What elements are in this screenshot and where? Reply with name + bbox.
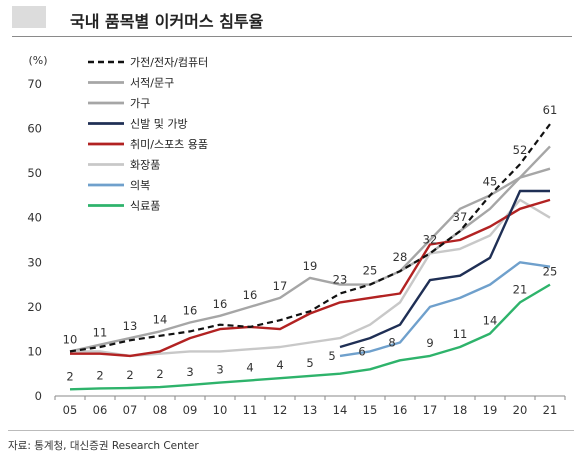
legend-label: 취미/스포츠 용품 bbox=[130, 138, 208, 151]
series-line-4 bbox=[70, 198, 551, 358]
data-label: 2 bbox=[126, 368, 133, 382]
data-label: 16 bbox=[183, 303, 198, 317]
data-label: 14 bbox=[483, 314, 498, 328]
data-label: 10 bbox=[63, 332, 78, 346]
data-label: 16 bbox=[243, 288, 258, 302]
data-label: 2 bbox=[156, 367, 163, 381]
x-tick-label: 07 bbox=[123, 403, 138, 417]
data-label: 19 bbox=[303, 259, 318, 273]
data-label: 4 bbox=[276, 358, 283, 372]
legend-label: 서적/문구 bbox=[130, 77, 174, 90]
data-label: 4 bbox=[246, 360, 253, 374]
data-label: 37 bbox=[453, 210, 468, 224]
data-label: 23 bbox=[333, 272, 348, 286]
x-tick-label: 12 bbox=[273, 403, 288, 417]
legend-label: 식료품 bbox=[130, 200, 160, 213]
data-label: 11 bbox=[93, 326, 108, 340]
x-tick-label: 15 bbox=[363, 403, 378, 417]
data-label: 28 bbox=[393, 250, 408, 264]
title-decoration bbox=[12, 6, 46, 28]
x-tick-label: 13 bbox=[303, 403, 318, 417]
data-label: 3 bbox=[216, 363, 223, 377]
data-label: 3 bbox=[186, 365, 193, 379]
series-line-3 bbox=[339, 189, 550, 349]
data-label: 8 bbox=[388, 336, 395, 350]
data-label: 5 bbox=[328, 349, 335, 363]
series-line-5 bbox=[70, 198, 551, 358]
series-line-6 bbox=[339, 261, 551, 358]
data-label: 13 bbox=[123, 319, 138, 333]
data-label: 6 bbox=[358, 344, 365, 358]
data-label: 17 bbox=[273, 279, 288, 293]
x-tick-label: 19 bbox=[483, 403, 498, 417]
data-label: 2 bbox=[66, 369, 73, 383]
x-tick-label: 17 bbox=[423, 403, 438, 417]
data-label: 2 bbox=[96, 368, 103, 382]
x-tick-label: 11 bbox=[243, 403, 258, 417]
x-tick-label: 21 bbox=[543, 403, 558, 417]
x-tick-label: 14 bbox=[333, 403, 348, 417]
data-label: 5 bbox=[306, 356, 313, 370]
y-axis-unit-label: (%) bbox=[28, 54, 47, 67]
y-tick-label: 30 bbox=[27, 255, 42, 269]
source-note: 자료: 통계청, 대신증권 Research Center bbox=[8, 440, 199, 452]
chart-axes: (%) 0 10 20 30 40 50 60 70 05 06 07 08 09 10 11 12 13 14 15… bbox=[27, 54, 566, 417]
x-tick-label: 16 bbox=[393, 403, 408, 417]
y-tick-label: 0 bbox=[35, 389, 42, 403]
x-tick-label: 09 bbox=[183, 403, 198, 417]
legend-label: 신발 및 가방 bbox=[130, 118, 188, 131]
legend-label: 가구 bbox=[130, 97, 150, 110]
line-chart: (%) 0 10 20 30 40 50 60 70 05 06 07 08 09 10 11 12 13 14 15… bbox=[27, 54, 566, 417]
title-divider bbox=[12, 36, 572, 37]
legend-label: 가전/전자/컴퓨터 bbox=[130, 56, 208, 69]
legend-label: 의복 bbox=[130, 179, 150, 192]
data-label: 11 bbox=[453, 327, 468, 341]
x-tick-label: 08 bbox=[153, 403, 168, 417]
data-label: 45 bbox=[483, 174, 498, 188]
data-label: 14 bbox=[153, 312, 168, 326]
page-title: 국내 품목별 이커머스 침투율 bbox=[70, 12, 264, 31]
legend-label: 화장품 bbox=[130, 159, 160, 172]
series-line-7 bbox=[69, 283, 551, 391]
x-tick-label: 10 bbox=[213, 403, 228, 417]
data-label: 52 bbox=[513, 143, 528, 157]
data-label: 25 bbox=[543, 265, 558, 279]
y-tick-label: 50 bbox=[27, 166, 42, 180]
chart-series bbox=[69, 123, 551, 391]
x-tick-label: 20 bbox=[513, 403, 528, 417]
data-label: 61 bbox=[543, 103, 558, 117]
data-label: 16 bbox=[213, 297, 228, 311]
y-tick-label: 40 bbox=[27, 211, 42, 225]
series-line-0 bbox=[69, 123, 551, 353]
y-tick-label: 70 bbox=[27, 77, 42, 91]
series-line-1 bbox=[69, 145, 551, 353]
title-bar: 국내 품목별 이커머스 침투율 bbox=[0, 0, 584, 37]
x-tick-label: 18 bbox=[453, 403, 468, 417]
x-tick-label: 06 bbox=[93, 403, 108, 417]
source-divider bbox=[8, 430, 574, 431]
x-tick-label: 05 bbox=[63, 403, 78, 417]
data-label: 21 bbox=[513, 282, 528, 296]
y-tick-label: 60 bbox=[27, 122, 42, 136]
y-tick-label: 10 bbox=[27, 344, 42, 358]
data-label: 32 bbox=[423, 232, 438, 246]
data-label: 9 bbox=[426, 336, 433, 350]
data-label: 25 bbox=[363, 264, 378, 278]
y-tick-label: 20 bbox=[27, 300, 42, 314]
